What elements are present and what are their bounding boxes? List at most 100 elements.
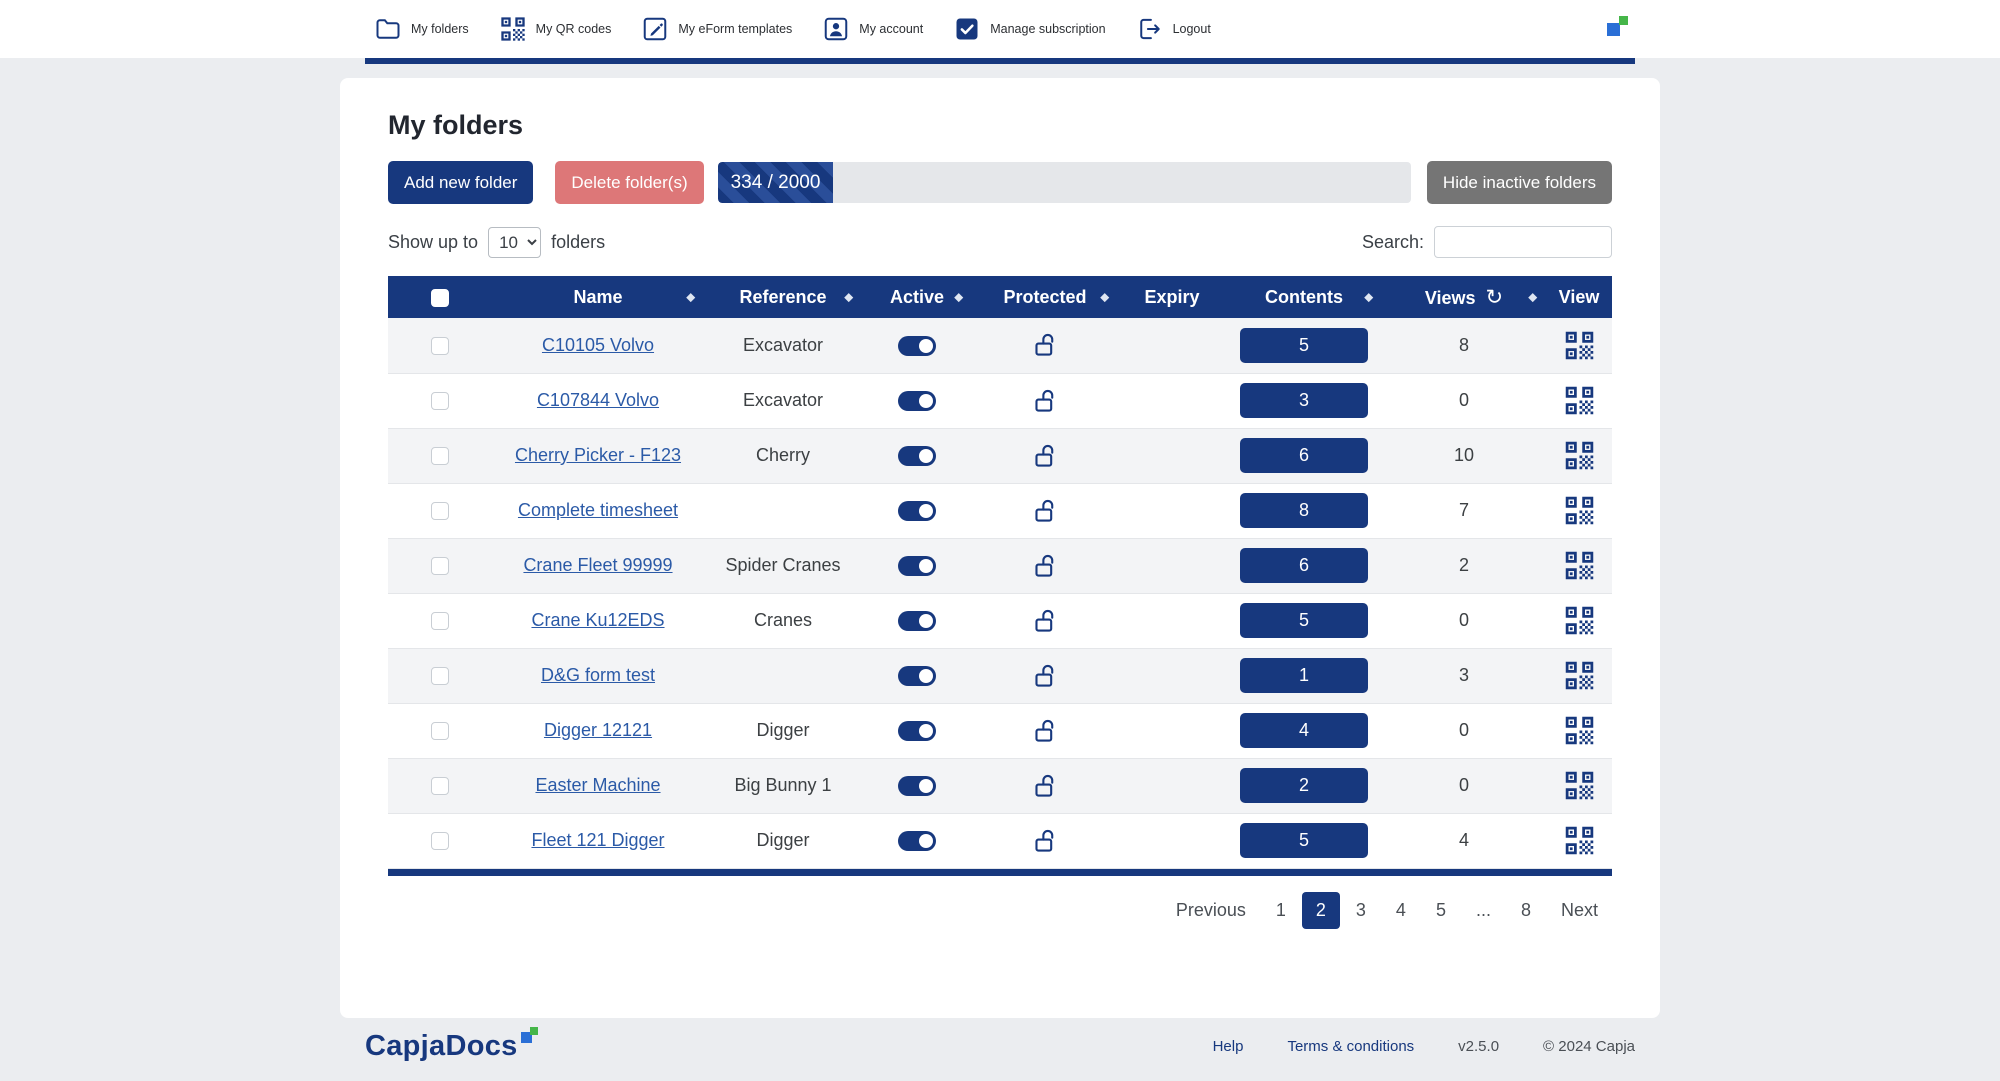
folder-reference: Big Bunny 1 [704,758,862,814]
folder-name-link[interactable]: Fleet 121 Digger [531,830,665,850]
active-toggle[interactable] [898,776,936,797]
view-qr-button[interactable] [1563,714,1596,747]
hide-inactive-folders-button[interactable]: Hide inactive folders [1426,161,1612,204]
folder-name-link[interactable]: Cherry Picker - F123 [514,445,682,465]
contents-button[interactable]: 1 [1240,658,1368,693]
page-length-select[interactable]: 10 [488,226,542,258]
folder-name-link[interactable]: Easter Machine [535,775,661,795]
contents-button[interactable]: 6 [1240,548,1368,583]
table-row: C107844 Volvo Excavator 3 0 [388,373,1612,429]
refresh-views-icon[interactable]: ↻ [1485,285,1504,309]
name-cell: Crane Fleet 99999 [492,538,704,594]
contents-button[interactable]: 4 [1240,713,1368,748]
pagination-next[interactable]: Next [1560,899,1598,920]
contents-button[interactable]: 5 [1240,823,1368,858]
folder-name-link[interactable]: C107844 Volvo [536,390,660,410]
folder-name-link[interactable]: Complete timesheet [517,500,679,520]
view-qr-button[interactable] [1563,604,1596,637]
view-qr-button[interactable] [1563,439,1596,472]
unlock-icon[interactable] [1031,827,1059,855]
folder-name-link[interactable]: Digger 12121 [543,720,653,740]
view-qr-button[interactable] [1563,659,1596,692]
contents-button[interactable]: 8 [1240,493,1368,528]
view-qr-button[interactable] [1563,824,1596,857]
active-toggle[interactable] [898,391,936,412]
pagination-page-1[interactable]: 1 [1275,899,1286,920]
name-cell: Fleet 121 Digger [492,813,704,869]
unlock-icon[interactable] [1031,772,1059,800]
row-checkbox[interactable] [431,557,449,576]
nav-my-eform-templates[interactable]: My eForm templates [641,15,792,43]
row-checkbox[interactable] [431,447,449,466]
table-row: D&G form test 1 3 [388,648,1612,704]
active-toggle[interactable] [898,831,936,852]
active-toggle[interactable] [898,611,936,632]
nav-my-qr-codes[interactable]: My QR codes [499,15,611,43]
pagination-page-4[interactable]: 4 [1395,899,1406,920]
nav-manage-subscription[interactable]: Manage subscription [953,15,1106,43]
active-toggle[interactable] [898,666,936,687]
contents-button[interactable]: 2 [1240,768,1368,803]
folder-name-link[interactable]: D&G form test [540,665,656,685]
column-header-expiry[interactable]: Expiry [1118,276,1226,318]
unlock-icon[interactable] [1031,497,1059,525]
contents-button[interactable]: 5 [1240,327,1368,363]
unlock-icon[interactable] [1031,662,1059,690]
name-cell: Easter Machine [492,758,704,814]
column-header-protected[interactable]: Protected ◆ [972,276,1118,318]
unlock-icon[interactable] [1031,717,1059,745]
pagination-page-2[interactable]: 2 [1301,891,1340,929]
delete-folders-button[interactable]: Delete folder(s) [555,161,704,204]
folder-name-link[interactable]: C10105 Volvo [541,334,655,355]
select-all-checkbox[interactable] [431,288,449,307]
row-checkbox[interactable] [431,502,449,521]
contents-button[interactable]: 3 [1240,383,1368,418]
row-checkbox[interactable] [431,612,449,631]
nav-logout[interactable]: Logout [1136,15,1211,43]
row-checkbox[interactable] [431,392,449,411]
contents-cell: 5 [1226,318,1382,374]
folder-name-link[interactable]: Crane Ku12EDS [531,610,665,630]
view-qr-button[interactable] [1563,329,1596,362]
column-header-name[interactable]: Name ◆ [492,276,704,318]
active-toggle[interactable] [898,556,936,577]
view-qr-button[interactable] [1563,549,1596,582]
nav-my-folders[interactable]: My folders [374,15,469,43]
column-header-contents[interactable]: Contents ◆ [1226,276,1382,318]
unlock-icon[interactable] [1031,387,1059,415]
folder-name-link[interactable]: Crane Fleet 99999 [523,555,673,575]
active-toggle[interactable] [898,721,936,742]
contents-button[interactable]: 5 [1240,603,1368,638]
search-input[interactable] [1434,226,1612,258]
unlock-icon[interactable] [1031,331,1059,359]
unlock-icon[interactable] [1031,607,1059,635]
active-toggle[interactable] [898,335,936,356]
active-toggle[interactable] [898,501,936,522]
row-checkbox[interactable] [431,777,449,796]
pagination-page-8[interactable]: 8 [1520,899,1531,920]
capja-logo-mark [1607,16,1628,37]
nav-label: My eForm templates [678,22,793,36]
row-checkbox[interactable] [431,337,449,355]
view-qr-button[interactable] [1563,769,1596,802]
pagination-page-3[interactable]: 3 [1355,899,1366,920]
column-header-views[interactable]: Views ↻ ◆ [1382,276,1546,318]
unlock-icon[interactable] [1031,442,1059,470]
pagination-ellipsis[interactable]: ... [1475,899,1491,920]
row-checkbox[interactable] [431,832,449,851]
pagination-previous[interactable]: Previous [1175,899,1246,920]
column-header-reference[interactable]: Reference ◆ [704,276,862,318]
unlock-icon[interactable] [1031,552,1059,580]
contents-button[interactable]: 6 [1240,438,1368,473]
add-new-folder-button[interactable]: Add new folder [388,161,534,204]
nav-my-account[interactable]: My account [822,15,923,43]
column-header-active[interactable]: Active ◆ [862,276,972,318]
active-toggle[interactable] [898,446,936,467]
help-link[interactable]: Help [1212,1038,1244,1055]
row-checkbox[interactable] [431,722,449,741]
view-qr-button[interactable] [1563,494,1596,527]
row-checkbox[interactable] [431,667,449,686]
terms-link[interactable]: Terms & conditions [1287,1038,1415,1055]
pagination-page-5[interactable]: 5 [1435,899,1446,920]
view-qr-button[interactable] [1563,384,1596,417]
